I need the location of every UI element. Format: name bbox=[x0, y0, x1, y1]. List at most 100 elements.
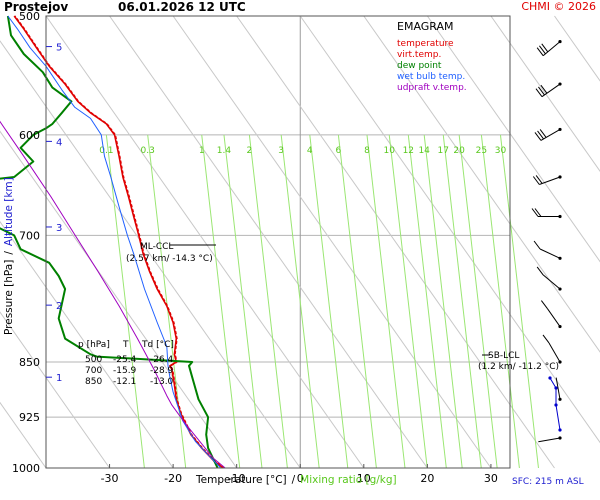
wind-barb-flag bbox=[533, 240, 541, 250]
legend-item-wet-bulb: wet bulb temp. bbox=[397, 72, 465, 82]
mixing-ratio-line bbox=[407, 134, 447, 469]
surface-altitude-label: SFC: 215 m ASL bbox=[512, 477, 584, 487]
x-tick-label: -20 bbox=[164, 472, 182, 485]
mixing-ratio-label: 1.4 bbox=[217, 146, 232, 156]
pressure-tick-label: 850 bbox=[19, 356, 40, 369]
mixing-ratio-line bbox=[480, 134, 520, 469]
mixing-ratio-line bbox=[337, 134, 377, 469]
mixing-ratio-label: 10 bbox=[384, 146, 396, 156]
wind-barb-flag bbox=[537, 130, 544, 140]
wind-profile-point bbox=[554, 386, 558, 390]
wind-barb-staff bbox=[540, 129, 561, 141]
legend-title: EMAGRAM bbox=[397, 20, 454, 33]
wind-barb-flag bbox=[536, 47, 544, 57]
table-cell: -25.4 bbox=[113, 355, 137, 365]
wind-barb-staff bbox=[539, 248, 561, 259]
mixing-ratio-line bbox=[442, 134, 482, 469]
sb-lcl-label: SB-LCL bbox=[488, 351, 519, 361]
mixing-ratio-label: 14 bbox=[418, 146, 430, 156]
wind-barb-base bbox=[558, 256, 562, 260]
wind-barb-staff bbox=[546, 308, 561, 327]
wind-barb-staff bbox=[548, 342, 561, 363]
wind-barb-flag bbox=[535, 88, 543, 97]
mixing-ratio-label: 0.1 bbox=[99, 146, 113, 156]
wind-barb-base bbox=[558, 175, 562, 179]
altitude-tick-label: 5 bbox=[56, 43, 62, 54]
mixing-ratio-label: 2 bbox=[247, 146, 253, 156]
mixing-ratio-line bbox=[248, 134, 288, 469]
wind-barb-flag bbox=[534, 208, 542, 217]
wind-barb-flag bbox=[540, 84, 548, 94]
mixing-ratio-line bbox=[105, 134, 145, 469]
dry-adiabat-line bbox=[0, 130, 238, 469]
chart-grid bbox=[0, 15, 600, 469]
dry-adiabat-line bbox=[0, 220, 174, 469]
wind-barb-staff bbox=[541, 83, 561, 98]
altitude-tick-label: 3 bbox=[56, 223, 62, 234]
mixing-ratio-label: 30 bbox=[495, 146, 507, 156]
legend-item-temperature: temperature bbox=[397, 39, 454, 49]
dry-adiabat-line bbox=[426, 15, 600, 263]
wind-barb-flag bbox=[531, 208, 539, 217]
dry-adiabat-line bbox=[490, 15, 600, 172]
wind-barb-staff bbox=[542, 274, 561, 290]
series-line-wet-bulb-temp bbox=[7, 15, 222, 469]
table-header-t: T bbox=[122, 340, 129, 350]
table-cell: -12.1 bbox=[113, 377, 136, 387]
dry-adiabat-line bbox=[0, 311, 110, 469]
sounding-datetime: 06.01.2026 12 UTC bbox=[118, 0, 246, 14]
x-tick-label: 0 bbox=[297, 472, 304, 485]
mixing-ratio-label: 1 bbox=[199, 146, 205, 156]
mixing-ratio-label: 0.3 bbox=[141, 146, 155, 156]
wind-barb-flag bbox=[539, 45, 546, 55]
table-cell: -28.9 bbox=[150, 366, 174, 376]
credit-label: CHMI © 2026 bbox=[521, 0, 596, 13]
pressure-tick-label: 500 bbox=[19, 10, 40, 23]
dry-adiabat-line bbox=[363, 15, 600, 353]
wind-barb-flag bbox=[536, 266, 544, 276]
legend-item-dew-point: dew point bbox=[397, 61, 442, 71]
series-line-virt-temp bbox=[14, 15, 225, 469]
wind-profile-point bbox=[554, 403, 558, 407]
series-line-udpraft-v-temp bbox=[0, 120, 226, 469]
mixing-ratio-line bbox=[147, 134, 187, 469]
x-tick-label: 30 bbox=[484, 472, 498, 485]
table-cell: -26.4 bbox=[150, 355, 174, 365]
table-header-p: p [hPa] bbox=[78, 340, 110, 350]
sb-lcl-detail: (1.2 km/ -11.2 °C) bbox=[478, 362, 559, 372]
ml-ccl-label: ML-CCL bbox=[140, 242, 173, 252]
pressure-tick-label: 700 bbox=[19, 229, 40, 242]
mixing-ratio-label: 25 bbox=[476, 146, 487, 156]
mixing-ratio-label: 4 bbox=[307, 146, 313, 156]
wind-barb-base bbox=[558, 82, 562, 86]
y-axis-title: Pressure [hPa]/Altitude [km] bbox=[3, 177, 15, 335]
mixing-ratio-line bbox=[499, 134, 539, 469]
pressure-tick-label: 925 bbox=[19, 411, 40, 424]
dry-adiabat-line bbox=[299, 15, 600, 444]
station-name: Prostejov bbox=[4, 0, 69, 14]
table-cell: 850 bbox=[85, 377, 102, 387]
dry-adiabat-line bbox=[45, 15, 365, 469]
plot-frame bbox=[45, 15, 511, 469]
mixing-ratio-line bbox=[388, 134, 428, 469]
table-cell: 500 bbox=[85, 355, 102, 365]
mixing-ratio-label: 8 bbox=[364, 146, 370, 156]
wind-barb-base bbox=[558, 287, 562, 291]
mixing-ratio-line bbox=[366, 134, 406, 469]
legend-item-updraft: udpraft v.temp. bbox=[397, 83, 467, 93]
wind-barb-flag bbox=[532, 176, 540, 185]
mixing-ratio-line bbox=[280, 134, 320, 469]
dry-adiabat-line bbox=[109, 15, 428, 469]
wind-barb-base bbox=[558, 436, 562, 440]
x-axis-title: Temperature [°C] / Mixing ratio [g/kg] bbox=[195, 474, 397, 486]
table-cell: -15.9 bbox=[113, 366, 137, 376]
table-header-td: Td [°C] bbox=[141, 340, 174, 350]
mixing-ratio-label: 20 bbox=[453, 146, 465, 156]
mixing-ratio-line bbox=[458, 134, 498, 469]
wind-barb-staff bbox=[539, 176, 561, 185]
wind-profile-point bbox=[548, 376, 552, 380]
altitude-tick-label: 2 bbox=[56, 301, 62, 312]
wind-barbs bbox=[531, 39, 562, 443]
x-tick-label: 20 bbox=[420, 472, 434, 485]
